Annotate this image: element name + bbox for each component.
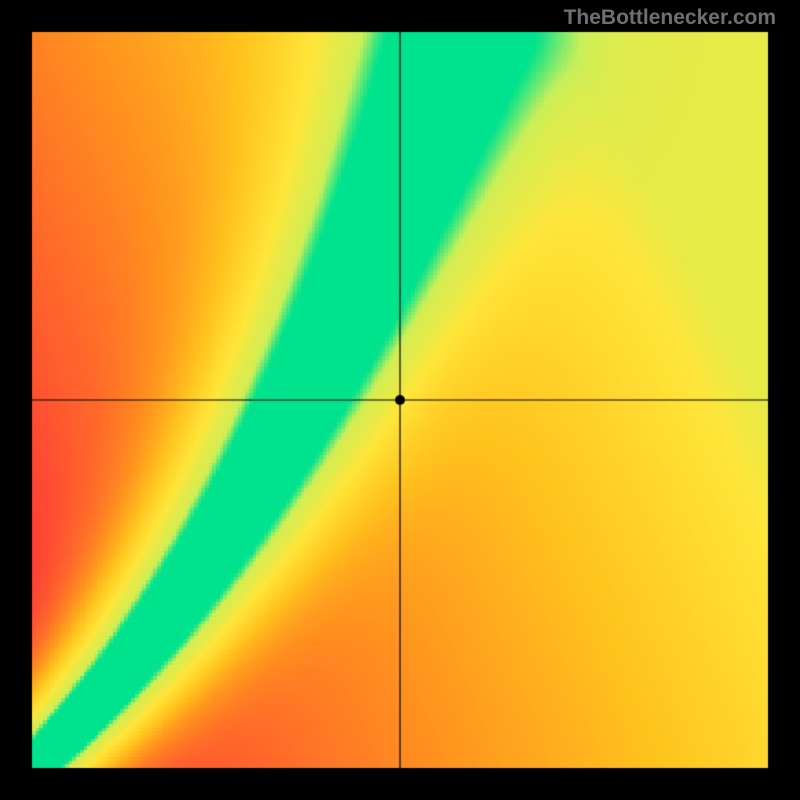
heatmap-canvas (0, 0, 800, 800)
chart-container: TheBottlenecker.com (0, 0, 800, 800)
watermark-text: TheBottlenecker.com (564, 6, 776, 30)
